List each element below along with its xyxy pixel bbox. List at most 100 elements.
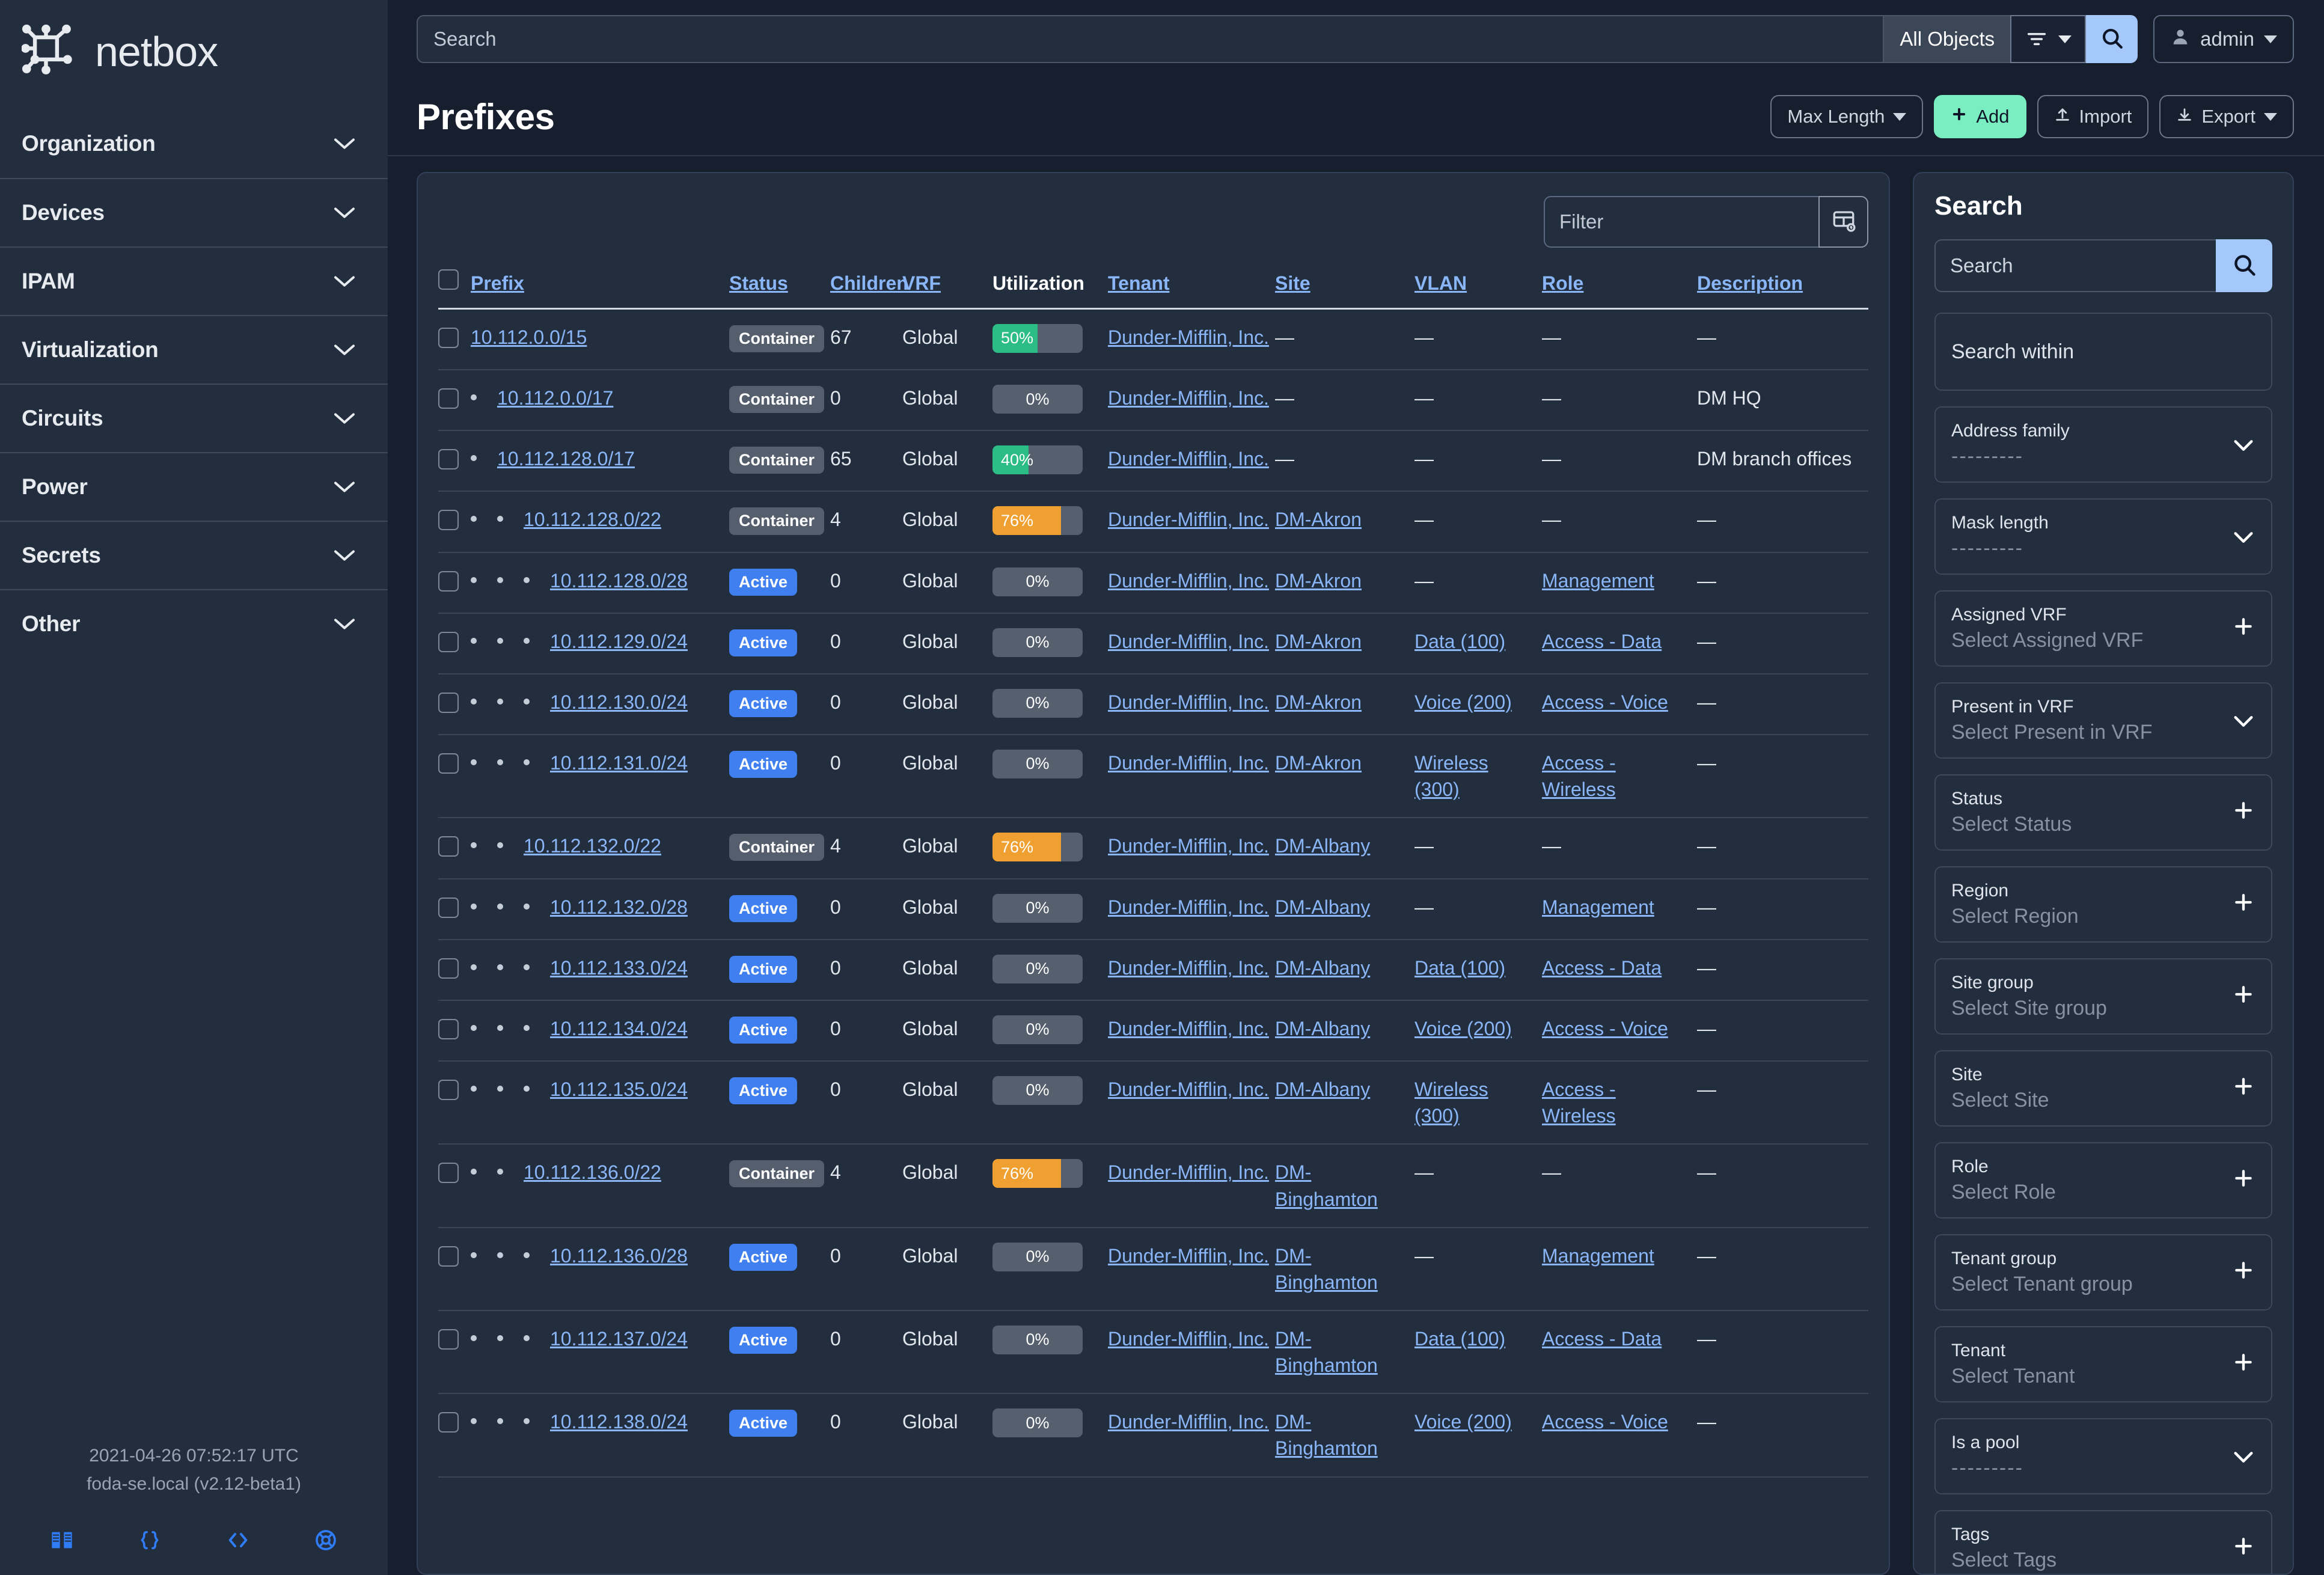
filter-field-status[interactable]: Status Select Status [1934,774,2272,851]
add-button[interactable]: Add [1934,95,2026,138]
column-header-label[interactable]: Prefix [471,272,524,294]
filter-field-tags[interactable]: Tags Select Tags [1934,1510,2272,1574]
filter-field-site[interactable]: Site Select Site [1934,1050,2272,1127]
site-link[interactable]: DM-Albany [1275,896,1371,918]
vlan-link[interactable]: Voice (200) [1414,1411,1512,1433]
filter-field-tenant-group[interactable]: Tenant group Select Tenant group [1934,1234,2272,1310]
vlan-link[interactable]: Wireless (300) [1414,1078,1488,1127]
role-link[interactable]: Access - Data [1542,630,1662,652]
prefix-link[interactable]: 10.112.128.0/28 [550,569,688,592]
site-link[interactable]: DM-Akron [1275,569,1362,592]
row-checkbox[interactable] [438,692,459,713]
search-filter-dropdown-button[interactable] [2010,15,2087,63]
role-link[interactable]: Access - Voice [1542,1411,1668,1433]
prefix-link[interactable]: 10.112.129.0/24 [550,630,688,652]
filter-field-assigned-vrf[interactable]: Assigned VRF Select Assigned VRF [1934,590,2272,667]
filter-field-mask-length[interactable]: Mask length --------- [1934,498,2272,575]
search-within-field[interactable]: Search within [1934,313,2272,391]
plus-icon[interactable] [2231,1074,2255,1102]
column-header-vrf[interactable]: VRF [902,266,992,310]
brand-header[interactable]: netbox [0,0,388,109]
tenant-link[interactable]: Dunder-Mifflin, Inc. [1108,896,1269,918]
row-checkbox[interactable] [438,1329,459,1350]
table-filter-input[interactable] [1544,196,1819,248]
role-link[interactable]: Access - Wireless [1542,1078,1616,1127]
row-checkbox[interactable] [438,388,459,409]
tenant-link[interactable]: Dunder-Mifflin, Inc. [1108,448,1269,470]
vlan-link[interactable]: Wireless (300) [1414,752,1488,801]
prefix-link[interactable]: 10.112.134.0/24 [550,1017,688,1039]
column-header-site[interactable]: Site [1275,266,1414,310]
user-menu-button[interactable]: admin [2153,15,2294,63]
column-header-description[interactable]: Description [1697,266,1868,310]
plus-icon[interactable] [2231,890,2255,919]
filter-field-present-in-vrf[interactable]: Present in VRF Select Present in VRF [1934,682,2272,759]
column-header-tenant[interactable]: Tenant [1108,266,1275,310]
select-all-checkbox[interactable] [438,269,459,290]
prefix-link[interactable]: 10.112.137.0/24 [550,1327,688,1350]
vlan-link[interactable]: Data (100) [1414,1327,1506,1350]
column-header-label[interactable]: Description [1697,272,1803,294]
column-header-status[interactable]: Status [729,266,830,310]
vlan-link[interactable]: Data (100) [1414,956,1506,979]
global-search-input[interactable] [417,15,1883,63]
tenant-link[interactable]: Dunder-Mifflin, Inc. [1108,1161,1269,1184]
row-checkbox[interactable] [438,897,459,918]
prefix-link[interactable]: 10.112.132.0/22 [524,835,661,857]
global-search-submit-button[interactable] [2086,15,2138,63]
plus-icon[interactable] [2231,982,2255,1011]
row-checkbox[interactable] [438,449,459,470]
site-link[interactable]: DM-Albany [1275,835,1371,857]
prefix-link[interactable]: 10.112.138.0/24 [550,1411,688,1433]
plus-icon[interactable] [2231,1534,2255,1562]
chevron-down-icon[interactable] [2231,709,2255,733]
tenant-link[interactable]: Dunder-Mifflin, Inc. [1108,326,1269,348]
site-link[interactable]: DM-Albany [1275,1078,1371,1101]
plus-icon[interactable] [2231,614,2255,643]
plus-icon[interactable] [2231,1350,2255,1378]
column-header-label[interactable]: VLAN [1414,272,1467,294]
prefix-link[interactable]: 10.112.0.0/17 [497,387,614,409]
plus-icon[interactable] [2231,1166,2255,1194]
site-link[interactable]: DM-Akron [1275,630,1362,652]
role-link[interactable]: Access - Wireless [1542,752,1616,801]
prefix-link[interactable]: 10.112.128.0/22 [524,509,661,531]
site-link[interactable]: DM-Akron [1275,752,1362,774]
prefix-link[interactable]: 10.112.131.0/24 [550,752,688,774]
sidebar-item-ipam[interactable]: IPAM [0,246,388,315]
site-link[interactable]: DM-Albany [1275,956,1371,979]
chevron-down-icon[interactable] [2231,525,2255,549]
sidebar-item-organization[interactable]: Organization [0,109,388,178]
max-length-button[interactable]: Max Length [1770,95,1924,138]
row-checkbox[interactable] [438,958,459,979]
sidebar-item-circuits[interactable]: Circuits [0,384,388,452]
search-panel-submit-button[interactable] [2215,239,2272,292]
search-panel-input[interactable] [1934,239,2216,292]
prefix-link[interactable]: 10.112.128.0/17 [497,448,635,470]
role-link[interactable]: Access - Voice [1542,691,1668,713]
site-link[interactable]: DM-Binghamton [1275,1327,1378,1377]
tenant-link[interactable]: Dunder-Mifflin, Inc. [1108,691,1269,713]
column-header-prefix[interactable]: Prefix [471,266,729,310]
role-link[interactable]: Management [1542,896,1654,918]
column-header-label[interactable]: Tenant [1108,272,1170,294]
row-checkbox[interactable] [438,1080,459,1101]
column-header-children[interactable]: Children [830,266,908,310]
site-link[interactable]: DM-Akron [1275,509,1362,531]
column-header-vlan[interactable]: VLAN [1414,266,1542,310]
prefix-link[interactable]: 10.112.136.0/22 [524,1161,661,1184]
row-checkbox[interactable] [438,836,459,857]
vlan-link[interactable]: Voice (200) [1414,1017,1512,1039]
vlan-link[interactable]: Data (100) [1414,630,1506,652]
column-header-label[interactable]: Children [830,272,908,294]
row-checkbox[interactable] [438,570,459,592]
sidebar-item-other[interactable]: Other [0,589,388,658]
code-icon[interactable] [226,1528,250,1552]
chevron-down-icon[interactable] [2231,1445,2255,1469]
tenant-link[interactable]: Dunder-Mifflin, Inc. [1108,1017,1269,1039]
filter-field-site-group[interactable]: Site group Select Site group [1934,958,2272,1035]
sidebar-item-secrets[interactable]: Secrets [0,521,388,589]
filter-field-role[interactable]: Role Select Role [1934,1142,2272,1219]
sidebar-item-devices[interactable]: Devices [0,178,388,246]
plus-icon[interactable] [2231,798,2255,827]
